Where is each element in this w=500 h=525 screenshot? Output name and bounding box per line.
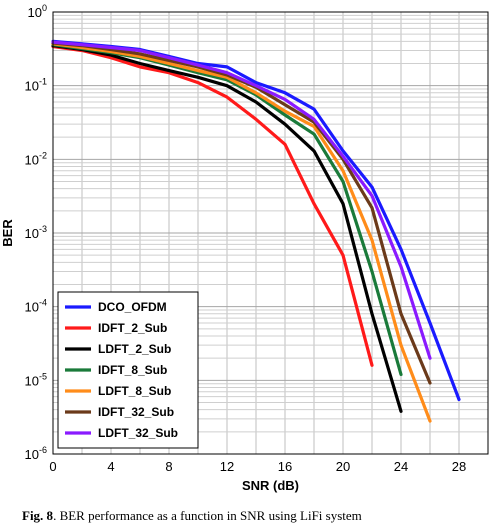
ber-chart: 0 4 8 12 16 20 24 28 100 10-1 10-2 10-3 10-4 10-5 10-… xyxy=(0,3,489,493)
legend-label: IDFT_8_Sub xyxy=(98,363,167,377)
legend-label: IDFT_32_Sub xyxy=(98,405,174,419)
x-tick-label: 28 xyxy=(452,459,466,474)
y-tick-label: 10-4 xyxy=(25,298,47,315)
legend: DCO_OFDM IDFT_2_Sub LDFT_2_Sub IDFT_8_Sub LD… xyxy=(57,291,199,449)
legend-label: IDFT_2_Sub xyxy=(98,321,167,335)
plot-area-frame xyxy=(52,11,489,455)
y-tick-label: 10-5 xyxy=(25,371,47,388)
y-tick-label: 10-2 xyxy=(25,150,47,167)
legend-label: LDFT_2_Sub xyxy=(98,342,171,356)
x-tick-label: 12 xyxy=(220,459,234,474)
legend-label: LDFT_32_Sub xyxy=(98,426,178,440)
figure-number: Fig. 8 xyxy=(22,508,54,523)
y-tick-label: 10-6 xyxy=(25,445,47,462)
series-line-ldft_8_sub xyxy=(51,42,432,423)
x-tick-label: 8 xyxy=(165,459,172,474)
series-line-idft_2_sub xyxy=(51,44,374,367)
series-line-ldft_32_sub xyxy=(51,40,432,360)
legend-label: DCO_OFDM xyxy=(98,300,167,314)
y-tick-label: 10-3 xyxy=(25,224,47,241)
series-line-ldft_2_sub xyxy=(51,43,403,413)
y-axis-title: BER xyxy=(0,219,15,247)
series-line-idft_32_sub xyxy=(51,41,432,385)
x-tick-label: 20 xyxy=(336,459,350,474)
x-tick-label: 0 xyxy=(49,459,56,474)
y-tick-label: 100 xyxy=(28,3,47,20)
y-tick-label: 10-1 xyxy=(25,77,47,94)
caption-text: . BER performance as a function in SNR u… xyxy=(53,508,362,523)
legend-label: LDFT_8_Sub xyxy=(98,384,171,398)
x-axis-title: SNR (dB) xyxy=(242,478,299,493)
x-tick-label: 16 xyxy=(278,459,292,474)
x-axis-ticks: 0 4 8 12 16 20 24 28 xyxy=(49,459,466,474)
x-tick-label: 4 xyxy=(107,459,114,474)
y-axis-ticks: 100 10-1 10-2 10-3 10-4 10-5 10-6 xyxy=(25,3,47,462)
x-tick-label: 24 xyxy=(394,459,408,474)
figure-caption: Fig. 8. BER performance as a function in… xyxy=(22,508,362,524)
series-lines xyxy=(51,39,461,423)
